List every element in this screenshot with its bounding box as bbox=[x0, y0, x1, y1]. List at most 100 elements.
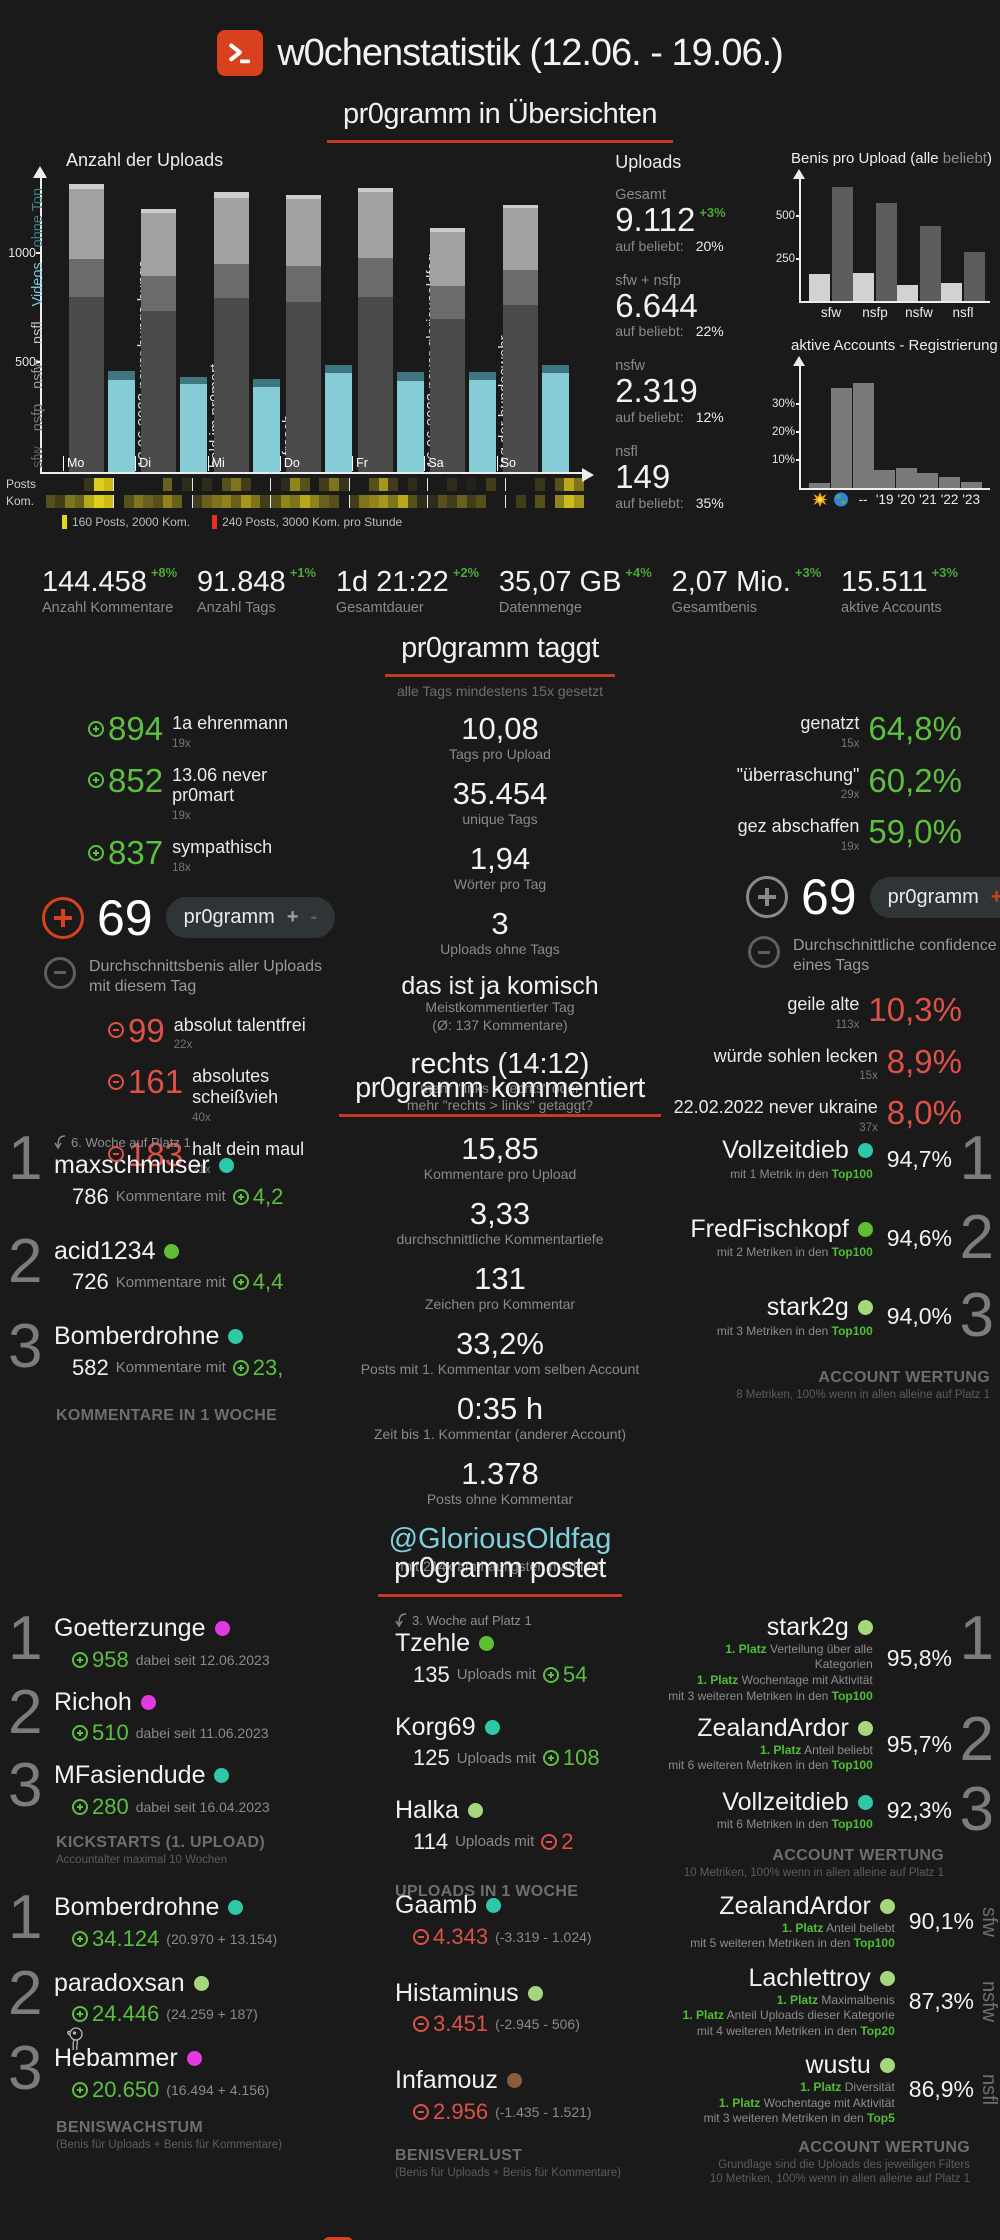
tag-name[interactable]: 1a ehrenmann bbox=[172, 713, 289, 733]
rank-digit: 3 bbox=[959, 1281, 994, 1351]
stat-label: nsfl bbox=[615, 443, 638, 460]
overview-section-heading: pr0gramm in Übersichten bbox=[0, 92, 1000, 143]
account-rating-row: ZealandArdor 1. Platz Anteil beliebt mit… bbox=[665, 1705, 1000, 1775]
mention-label: mit 214x am häufigsten markiert bbox=[400, 1558, 600, 1575]
tag-name[interactable]: gez abschaffen bbox=[737, 816, 860, 837]
metric-line: mit 5 weiteren Metriken in den Top100 bbox=[690, 1936, 895, 1951]
heatmap-row: Posts bbox=[6, 477, 601, 491]
circle-plus-icon bbox=[88, 844, 104, 861]
stat-value: 2.319 bbox=[615, 373, 765, 409]
username[interactable]: stark2g bbox=[665, 1613, 873, 1642]
circle-minus-icon[interactable] bbox=[44, 956, 76, 989]
stat-value: 9.112 +3% bbox=[615, 202, 765, 238]
bar-segment-nsfl bbox=[502, 204, 538, 208]
tag-name[interactable]: halt dein maul bbox=[192, 1138, 305, 1159]
username[interactable]: ZealandArdor bbox=[668, 1714, 873, 1743]
accounts-chart-title: aktive Accounts - Registrierung bbox=[791, 337, 998, 354]
stat-label: nsfw bbox=[615, 358, 646, 375]
username[interactable]: Halka bbox=[395, 1796, 665, 1825]
username[interactable]: Korg69 bbox=[395, 1713, 665, 1742]
username[interactable]: stark2g bbox=[717, 1293, 873, 1322]
username[interactable]: Infamouz bbox=[395, 2066, 665, 2095]
tag-name[interactable]: "überraschung" bbox=[736, 764, 860, 785]
heatmap-cell bbox=[300, 477, 310, 491]
circle-plus-icon bbox=[72, 2006, 88, 2022]
heatmap-cell bbox=[310, 478, 320, 491]
heatmap-row-label: Posts bbox=[6, 477, 37, 491]
benis-growth-row: 1 Bomberdrohne 34.124 (20.970 + 13.154) bbox=[0, 1887, 335, 1952]
uploads-chart-title: Anzahl der Uploads bbox=[66, 150, 224, 170]
beliebt-row: auf beliebt: 12% bbox=[615, 409, 765, 425]
username[interactable]: Richoh bbox=[54, 1688, 335, 1717]
heatmap-cell bbox=[573, 494, 584, 508]
tag-name[interactable]: 13.06 never pr0mart bbox=[172, 764, 268, 806]
tag-name[interactable]: 22.02.2022 never ukraine bbox=[673, 1097, 878, 1118]
tag-count: 21x bbox=[192, 1163, 211, 1176]
username[interactable]: Vollzeitdieb bbox=[717, 1788, 873, 1817]
heatmap-cell bbox=[153, 478, 163, 491]
pill-plus-icon[interactable] bbox=[287, 906, 299, 929]
uploads-day-group: Do bbox=[279, 174, 353, 472]
username[interactable]: Lachlettroy bbox=[683, 1964, 895, 1993]
beliebt-label: auf beliebt: bbox=[615, 408, 684, 425]
big-circle-plus-icon[interactable] bbox=[42, 896, 84, 939]
username[interactable]: Goetterzunge bbox=[54, 1614, 335, 1643]
taggt-section: pr0gramm taggt alle Tags mindestens 15x … bbox=[0, 632, 1000, 1175]
username[interactable]: Vollzeitdieb bbox=[722, 1136, 873, 1165]
username[interactable]: Bomberdrohne bbox=[54, 1893, 335, 1922]
pill-plus-icon[interactable] bbox=[991, 886, 1000, 909]
tag-pill[interactable]: pr0gramm bbox=[869, 876, 1000, 918]
bar-segment-nsfw bbox=[213, 197, 249, 264]
videos-stack-bar bbox=[469, 372, 497, 472]
tag-count: 19x bbox=[172, 737, 191, 750]
tag-name[interactable]: absolut talentfrei bbox=[173, 1014, 306, 1035]
username[interactable]: wustu bbox=[704, 2051, 895, 2080]
username[interactable]: acid1234 bbox=[54, 1237, 335, 1266]
y-axis-tick-label: 500 bbox=[775, 210, 795, 223]
mention-handle[interactable]: @GloriousOldfag bbox=[388, 1523, 612, 1556]
user-status-dot bbox=[228, 1900, 244, 1916]
account-rating-row: Vollzeitdieb mit 6 Metriken in den Top10… bbox=[665, 1779, 1000, 1841]
center-stat: 1.378 Posts ohne Kommentar bbox=[426, 1456, 574, 1507]
circle-minus-icon bbox=[108, 1146, 124, 1163]
big-circle-plus-icon[interactable] bbox=[746, 876, 788, 919]
center-stat: 3 Uploads ohne Tags bbox=[440, 906, 560, 957]
circle-minus-icon[interactable] bbox=[748, 936, 780, 969]
heatmap-cell bbox=[407, 494, 418, 508]
center-stat: 33,2% Posts mit 1. Kommentar vom selben A… bbox=[360, 1326, 640, 1377]
tag-name[interactable]: würde sohlen lecken bbox=[713, 1045, 878, 1066]
username[interactable]: maxschmuser bbox=[54, 1151, 335, 1180]
username[interactable]: paradoxsan bbox=[54, 1969, 335, 1998]
heatmap-cell bbox=[398, 478, 408, 491]
tag-pill[interactable]: pr0gramm bbox=[165, 897, 336, 939]
username[interactable]: Hebammer bbox=[54, 2044, 335, 2073]
metric-line: 1. Platz Wochentage mit Aktivität bbox=[718, 2095, 895, 2110]
bar-beliebt bbox=[876, 202, 897, 301]
account-rating-row: stark2g 1. Platz Verteilung über alle Ka… bbox=[665, 1607, 1000, 1704]
username[interactable]: FredFischkopf bbox=[690, 1215, 873, 1244]
rank-digit: 2 bbox=[959, 1705, 994, 1775]
bar-segment-nsfw bbox=[69, 189, 104, 260]
tag-name[interactable]: absolutes scheißvieh bbox=[192, 1066, 279, 1108]
username[interactable]: ZealandArdor bbox=[690, 1892, 895, 1921]
metric-line: 1. Platz Wochentage mit Aktivität bbox=[696, 1672, 873, 1687]
username[interactable]: Gaamb bbox=[395, 1891, 665, 1920]
heatmap-cell bbox=[113, 477, 124, 491]
account-score: 94,0% bbox=[886, 1303, 952, 1330]
beliebt-label: auf beliebt: bbox=[615, 237, 684, 254]
tag-name[interactable]: geile alte bbox=[787, 994, 860, 1015]
heatmap-cell bbox=[545, 495, 555, 508]
username[interactable]: MFasiendude bbox=[54, 1761, 335, 1790]
accounts-bar-group: '22 bbox=[939, 476, 961, 507]
username[interactable]: Tzehle bbox=[395, 1629, 665, 1658]
stat-gesamtbenis: 2,07 Mio. +3% Gesamtbenis bbox=[672, 566, 822, 624]
heatmap-cell bbox=[368, 477, 379, 491]
username[interactable]: Bomberdrohne bbox=[54, 1322, 335, 1351]
tag-name[interactable]: sympathisch bbox=[172, 837, 273, 858]
bar-earth bbox=[830, 388, 852, 488]
y-axis-tick bbox=[796, 430, 801, 433]
username[interactable]: Histaminus bbox=[395, 1979, 665, 2008]
pill-minus-icon[interactable] bbox=[310, 906, 317, 929]
tag-name[interactable]: genatzt bbox=[800, 713, 860, 733]
confidence-tag-desc: Durchschnittliche confidence eines Tags bbox=[748, 936, 1000, 976]
